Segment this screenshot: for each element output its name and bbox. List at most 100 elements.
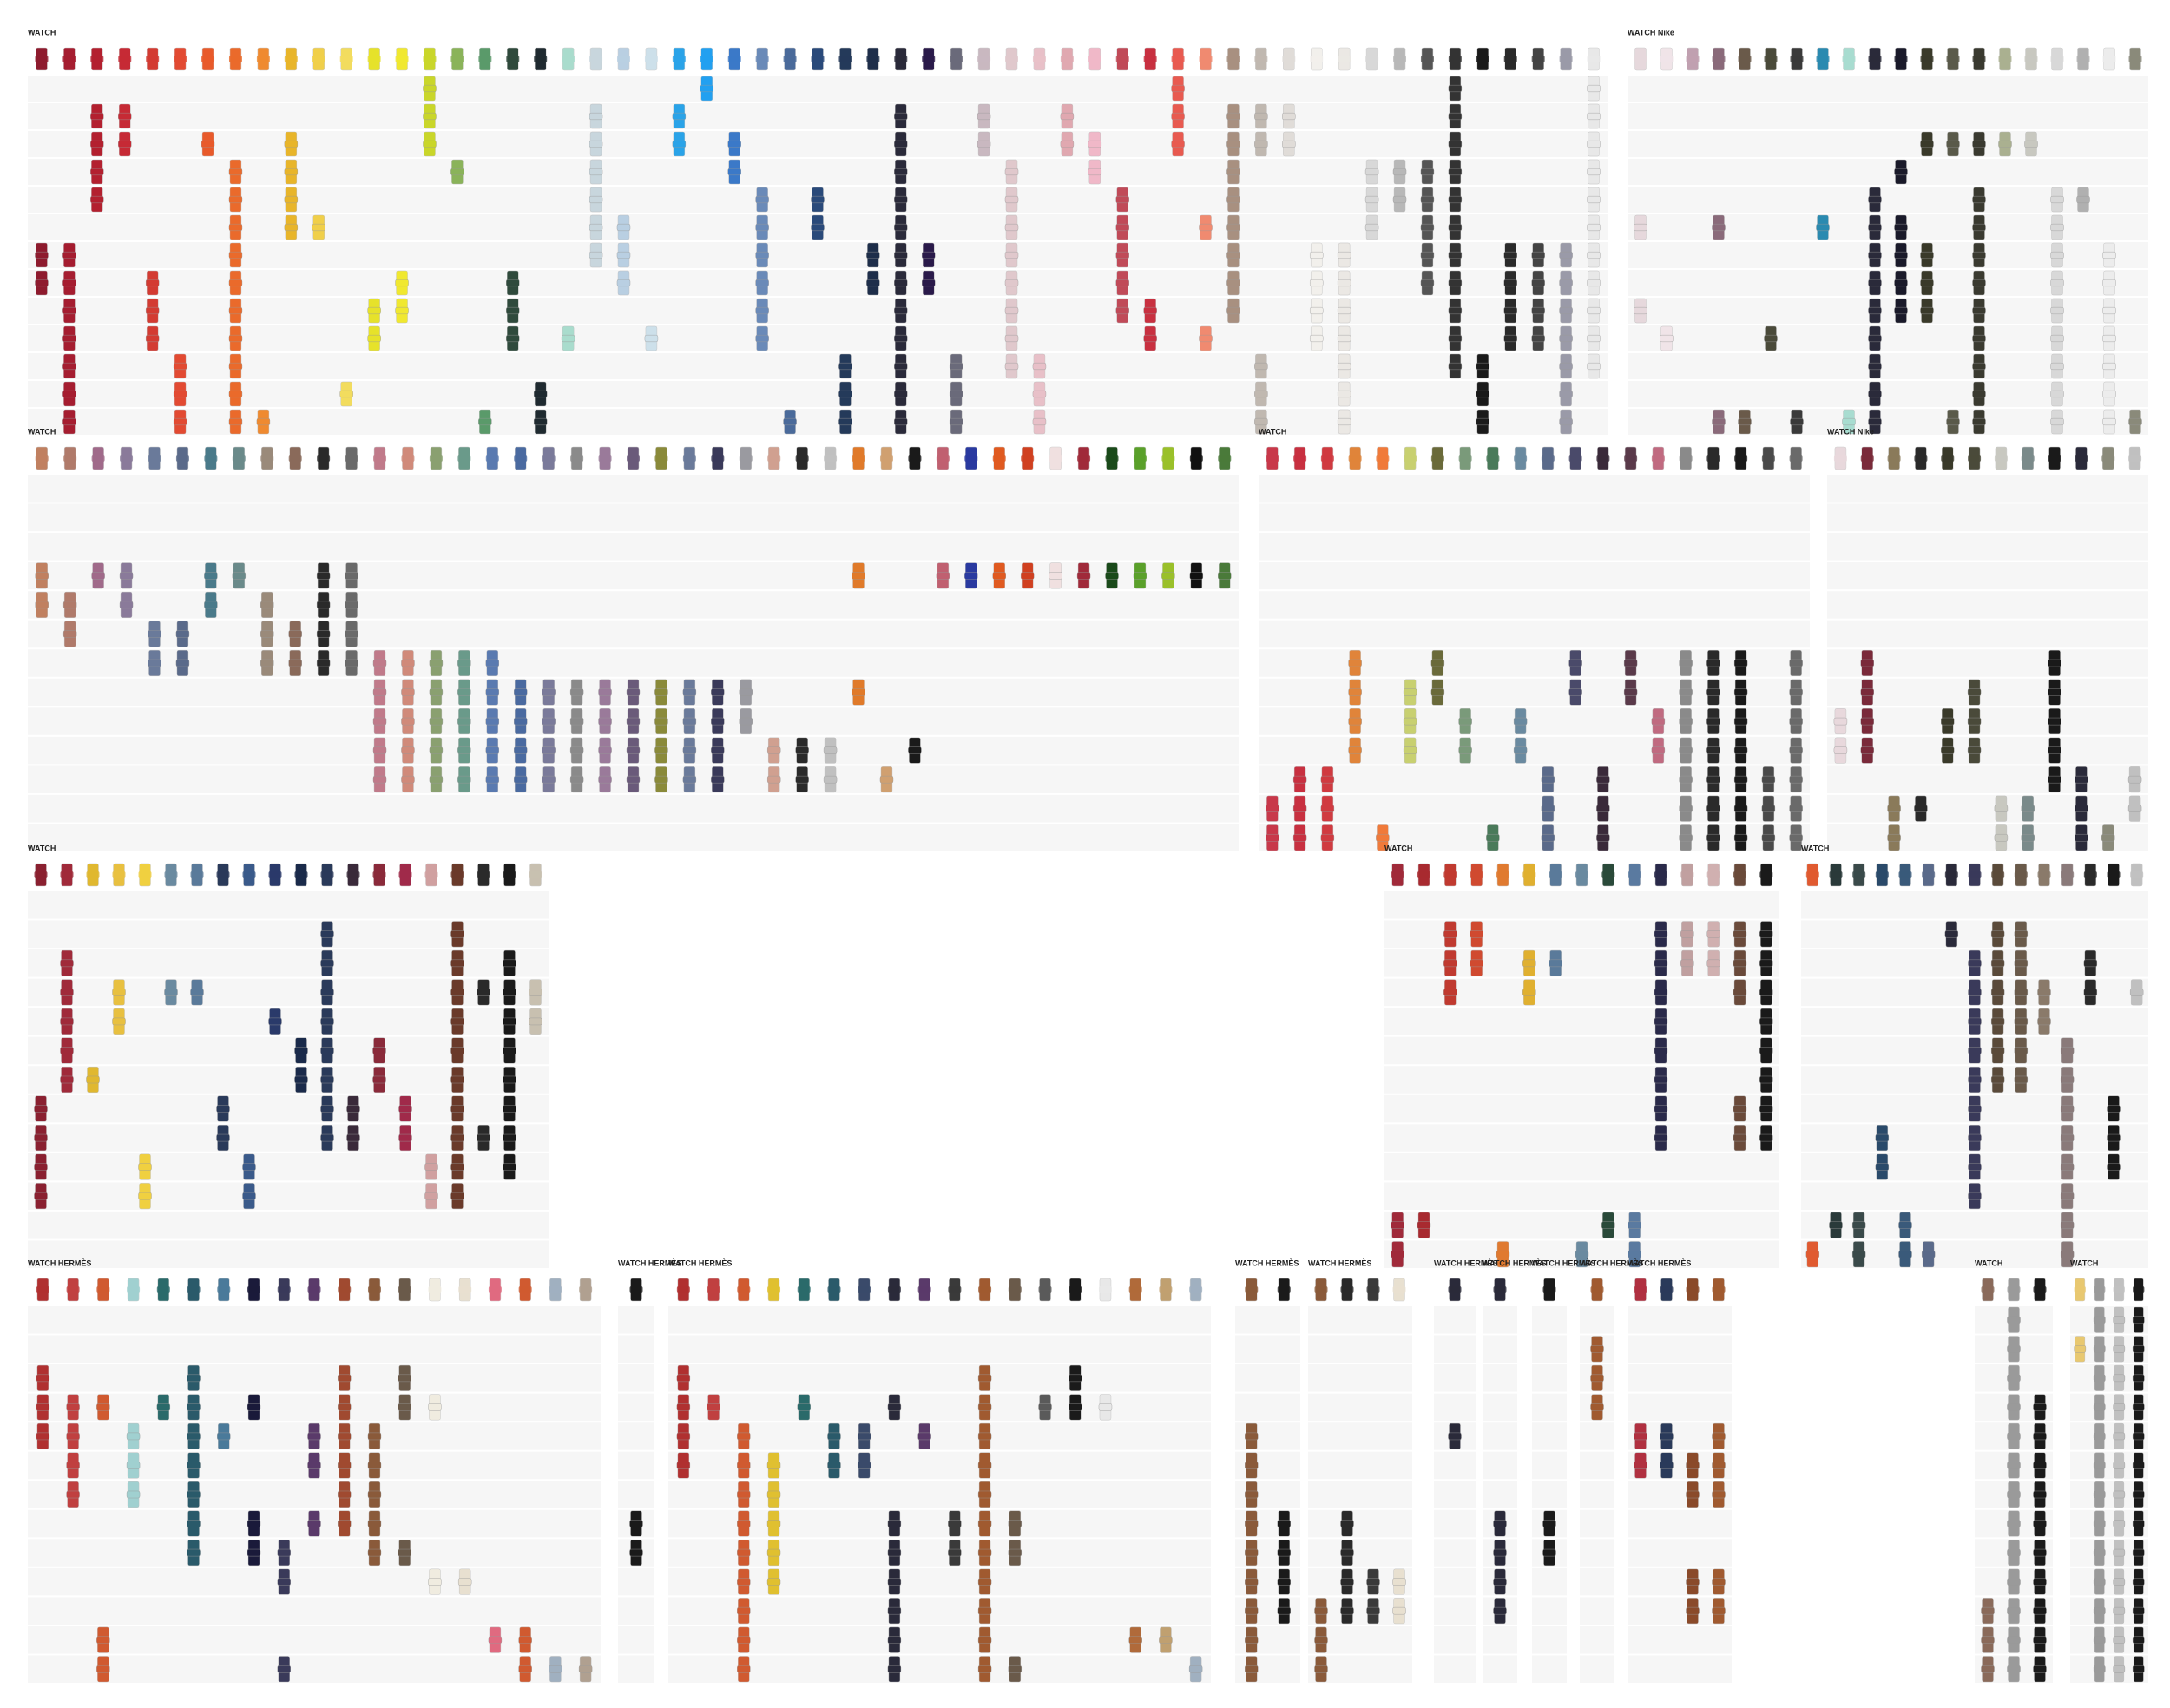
header-lug xyxy=(767,1286,781,1293)
header-lug xyxy=(2014,871,2028,878)
band-case xyxy=(514,688,528,696)
grid-row xyxy=(668,1539,1211,1567)
band-case xyxy=(86,1075,100,1084)
band-case xyxy=(676,1432,691,1441)
band-case xyxy=(1115,195,1129,204)
band-case xyxy=(228,279,243,287)
band-case xyxy=(852,572,865,580)
grid-row xyxy=(1532,1335,1567,1363)
band-case xyxy=(1503,251,1517,259)
band-case xyxy=(2102,417,2116,426)
band-case xyxy=(755,251,769,259)
grid-row xyxy=(28,1306,601,1334)
band-case xyxy=(838,417,852,426)
band-case xyxy=(1596,775,1610,784)
band-case xyxy=(629,1548,643,1557)
band-case xyxy=(894,390,908,398)
band-case xyxy=(1531,251,1545,259)
band-case xyxy=(676,1403,691,1411)
grid-row xyxy=(668,1481,1211,1508)
band-case xyxy=(1430,688,1445,696)
grid-row xyxy=(618,1335,654,1363)
band-case xyxy=(2093,1403,2106,1411)
header-lug xyxy=(164,871,178,878)
header-lug xyxy=(1738,56,1752,62)
grid-row xyxy=(1384,1153,1779,1181)
band-case xyxy=(1008,1665,1023,1673)
band-case xyxy=(1868,195,1882,204)
band-case xyxy=(1981,1665,1995,1673)
band-case xyxy=(1894,306,1908,315)
band-case xyxy=(2093,1606,2106,1615)
band-case xyxy=(34,1192,48,1200)
band-case xyxy=(1105,572,1119,580)
header-lug xyxy=(216,871,230,878)
band-case xyxy=(1680,959,1694,968)
band-case xyxy=(1972,140,1986,148)
band-case xyxy=(2048,717,2062,726)
band-case xyxy=(2060,1105,2075,1113)
grid-row xyxy=(1308,1335,1412,1363)
band-case xyxy=(977,1374,992,1383)
band-case xyxy=(1759,959,1773,968)
band-case xyxy=(429,717,444,726)
band-case xyxy=(1733,688,1748,696)
band-case xyxy=(2113,1520,2126,1527)
band-case xyxy=(1651,717,1666,726)
header-lug xyxy=(96,1286,110,1293)
band-case xyxy=(1860,717,1874,726)
grid-row xyxy=(618,1597,654,1625)
header-lug xyxy=(1486,455,1500,462)
band-case xyxy=(852,688,865,696)
header-lug xyxy=(429,455,443,462)
grid-row xyxy=(1827,620,2148,648)
band-case xyxy=(1115,223,1129,232)
band-case xyxy=(2050,223,2064,232)
band-case xyxy=(1254,390,1268,398)
band-case xyxy=(1254,362,1268,371)
band-case xyxy=(395,306,409,315)
header-lug xyxy=(1660,1286,1674,1293)
band-case xyxy=(2113,1636,2126,1644)
band-case xyxy=(2101,834,2115,842)
band-case xyxy=(894,251,908,259)
band-case xyxy=(2102,334,2116,343)
header-lug xyxy=(866,56,880,62)
band-case xyxy=(187,1462,201,1469)
band-case xyxy=(35,601,49,609)
panel-title: WATCH xyxy=(28,844,56,852)
band-case xyxy=(542,717,556,726)
band-case xyxy=(112,989,126,996)
band-case xyxy=(1226,279,1240,287)
band-case xyxy=(1679,717,1693,726)
band-case xyxy=(1199,334,1213,343)
grid-row xyxy=(1308,1451,1412,1480)
band-case xyxy=(1004,279,1019,287)
band-case xyxy=(284,140,299,148)
header-lug xyxy=(700,56,713,62)
band-case xyxy=(1128,1636,1142,1644)
band-case xyxy=(1348,688,1362,696)
grid-row xyxy=(1259,475,1810,503)
band-case xyxy=(766,1490,781,1499)
panel-title: WATCH Nike xyxy=(1827,427,1874,436)
grid-row xyxy=(28,794,1239,823)
band-case xyxy=(1282,112,1296,121)
panel-title: WATCH HERMÈS xyxy=(668,1258,732,1267)
band-case xyxy=(1789,659,1803,667)
band-case xyxy=(60,959,74,968)
grid-row xyxy=(1259,620,1810,648)
panel-title: WATCH xyxy=(28,28,56,36)
panel: WATCH HERMÈS xyxy=(1308,1258,1412,1683)
header-lug xyxy=(1159,1286,1173,1293)
header-lug xyxy=(1049,455,1062,462)
band-case xyxy=(616,251,631,259)
grid-row xyxy=(1628,1655,1732,1683)
band-case xyxy=(2093,1490,2106,1499)
band-case xyxy=(672,112,687,121)
header-lug xyxy=(1458,455,1472,462)
band-case xyxy=(2033,1548,2047,1557)
header-lug xyxy=(247,1286,261,1293)
band-case xyxy=(1654,1075,1668,1084)
band-case xyxy=(284,195,299,204)
